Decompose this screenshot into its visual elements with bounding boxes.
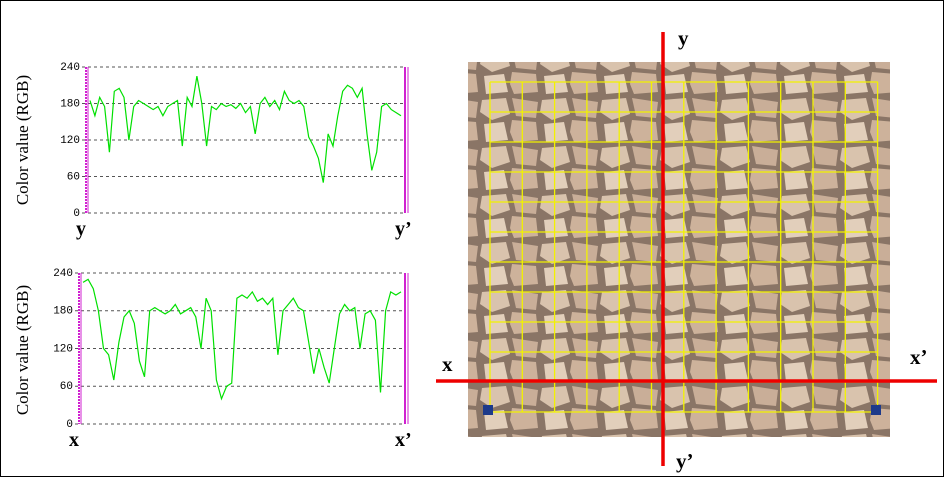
page: {"chart_data": [ {"type": "line", "y_lab… bbox=[0, 0, 944, 477]
y-tick-label: 180 bbox=[60, 98, 80, 110]
end-label: y’ bbox=[395, 218, 412, 240]
corner-marker bbox=[483, 405, 493, 415]
y-tick-label: 60 bbox=[67, 171, 80, 183]
y-tick-label: 240 bbox=[53, 268, 73, 280]
image-label: x bbox=[442, 352, 453, 376]
end-label: x’ bbox=[395, 429, 412, 451]
image-label: x’ bbox=[910, 345, 928, 369]
y-tick-label: 120 bbox=[53, 343, 73, 355]
data-line bbox=[83, 279, 401, 399]
y-tick-label: 240 bbox=[60, 62, 80, 74]
y-tick-label: 120 bbox=[60, 135, 80, 147]
corner-marker bbox=[871, 405, 881, 415]
figure: y y’ x x’ 060120180240Color value (RGB)y… bbox=[0, 0, 944, 477]
y-axis-label: Color value (RGB) bbox=[13, 75, 32, 205]
image-label: y’ bbox=[676, 449, 694, 473]
start-label: y bbox=[76, 218, 86, 240]
start-label: x bbox=[69, 429, 79, 451]
data-line bbox=[90, 76, 401, 183]
y-tick-label: 60 bbox=[60, 381, 73, 393]
y-axis-label: Color value (RGB) bbox=[13, 285, 32, 415]
y-tick-label: 180 bbox=[53, 306, 73, 318]
image-label: y bbox=[678, 26, 689, 50]
